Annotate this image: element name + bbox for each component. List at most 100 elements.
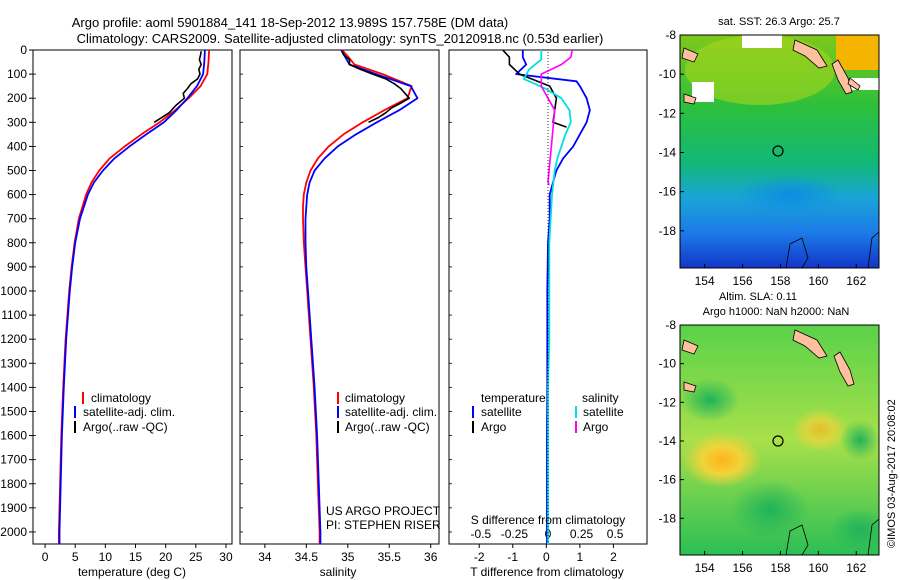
- sla-warm-anomaly: [792, 408, 848, 452]
- legend-label-t-satellite: satellite: [481, 405, 522, 419]
- legend-label-satellite-adj: satellite-adj. clim.: [83, 405, 175, 419]
- depth-tick-label: 1700: [0, 453, 27, 467]
- x-tick-label: 34.5: [295, 550, 319, 564]
- sla-green-anomaly: [730, 480, 810, 540]
- temperature-legend: climatology satellite-adj. clim. Argo(..…: [74, 391, 175, 434]
- coastline-island: [833, 351, 855, 387]
- sla-map-axes: 154 156 158 160 162 -8 -10 -12 -14 -16 -18: [659, 318, 867, 575]
- salinity-series: [302, 49, 419, 544]
- sla-green-anomaly: [830, 508, 879, 552]
- legend-label-t-argo: Argo: [481, 420, 507, 434]
- sla-map-title: Altim. SLA: 0.11: [719, 291, 797, 303]
- coastline-island: [847, 77, 861, 91]
- depth-tick-label: 400: [7, 139, 27, 153]
- depth-tick-label: 1900: [0, 501, 27, 515]
- legend-label-argo: Argo(..raw -QC): [345, 420, 430, 434]
- series-satellite-adj-clim-: [58, 49, 206, 544]
- lat-tick-label: -10: [659, 67, 677, 81]
- salinity-legend: climatology satellite-adj. clim. Argo(..…: [337, 391, 437, 434]
- depth-tick-label: 500: [7, 163, 27, 177]
- sla-map: [680, 325, 879, 555]
- sst-map-axes: 154 156 158 160 162 -8 -10 -12 -14 -16 -18: [659, 28, 867, 288]
- depth-tick-label: 300: [7, 115, 27, 129]
- lat-tick-label: -16: [659, 185, 677, 199]
- lat-tick-label: -14: [659, 434, 677, 448]
- depth-tick-label: 1200: [0, 332, 27, 346]
- depth-tick-label: 0: [20, 43, 27, 57]
- lon-tick-label: 158: [770, 561, 790, 575]
- depth-tick-label: 1500: [0, 404, 27, 418]
- lon-tick-label: 160: [808, 561, 828, 575]
- coastline-island: [681, 47, 699, 63]
- lon-tick-label: 158: [770, 274, 790, 288]
- lat-tick-label: -8: [665, 28, 676, 42]
- temperature-axis-label: temperature (deg C): [78, 565, 186, 579]
- sst-map-frame: [679, 34, 880, 269]
- coastline-island: [683, 381, 697, 393]
- sla-map-subtitle: Argo h1000: NaN h2000: NaN: [703, 306, 850, 318]
- lon-tick-label: 154: [695, 561, 715, 575]
- coastline-island: [792, 39, 828, 69]
- legend-label-climatology: climatology: [91, 391, 151, 405]
- legend-label-climatology: climatology: [345, 391, 405, 405]
- series-argo-raw-qc-: [341, 50, 411, 124]
- sla-map-frame: [679, 324, 880, 556]
- depth-tick-label: 900: [7, 260, 27, 274]
- s-diff-tick-label: 0.5: [607, 527, 624, 541]
- x-tick-label: 35: [341, 550, 355, 564]
- sst-cool-patch: [735, 175, 845, 215]
- coastline-island: [792, 329, 828, 359]
- sst-missing-data: [692, 82, 714, 102]
- s-difference-axis-label: S difference from climatology: [471, 513, 626, 527]
- series-climatology: [58, 49, 210, 544]
- depth-tick-label: 1600: [0, 429, 27, 443]
- depth-axis: 0 100 200 300 400 500 600 700 800 900 1000 1100 1200…: [0, 43, 452, 539]
- s-diff-tick-label: -0.5: [471, 527, 492, 541]
- reef-contour: [785, 524, 809, 555]
- series-satellite-adj-clim-: [304, 49, 419, 544]
- depth-tick-label: 1000: [0, 284, 27, 298]
- temperature-series: [58, 49, 210, 544]
- x-tick-label: -1: [507, 550, 518, 564]
- depth-tick-label: 100: [7, 67, 27, 81]
- x-tick-label: 25: [189, 550, 203, 564]
- x-tick-label: 15: [129, 550, 143, 564]
- depth-tick-label: 1400: [0, 380, 27, 394]
- reef-contour: [785, 237, 809, 268]
- difference-x-axis: -2 -1 0 1 2-0.5 -0.25 0 0.25 0.5: [471, 527, 624, 564]
- salinity-x-axis: 34 34.5 35 35.5 36: [258, 544, 438, 564]
- s-diff-tick-label: -0.25: [501, 527, 529, 541]
- x-tick-label: 30: [219, 550, 233, 564]
- lat-tick-label: -18: [659, 224, 677, 238]
- sst-map-title: sat. SST: 26.3 Argo: 25.7: [718, 16, 840, 28]
- x-tick-label: 36: [424, 550, 438, 564]
- reef-contour: [867, 518, 879, 555]
- sst-argo-marker: [772, 145, 784, 157]
- lat-tick-label: -12: [659, 395, 677, 409]
- lon-tick-label: 162: [846, 561, 866, 575]
- x-tick-label: 1: [577, 550, 584, 564]
- figure-title-line1: Argo profile: aoml 5901884_141 18-Sep-20…: [72, 15, 509, 30]
- lon-tick-label: 154: [695, 274, 715, 288]
- depth-tick-label: 700: [7, 212, 27, 226]
- lat-tick-label: -14: [659, 145, 677, 159]
- t-difference-axis-label: T difference from climatology: [470, 565, 624, 579]
- difference-legend: temperature salinity satellite Argo sate…: [472, 391, 624, 434]
- reef-contour: [867, 231, 879, 268]
- x-tick-label: 35.5: [378, 550, 402, 564]
- sst-warm-corner: [836, 35, 879, 70]
- coastline-island: [683, 93, 697, 105]
- x-tick-label: -2: [474, 550, 485, 564]
- depth-tick-label: 1300: [0, 356, 27, 370]
- s-diff-tick-label: 0.25: [570, 527, 594, 541]
- series-climatology: [302, 49, 413, 544]
- lat-tick-label: -8: [665, 318, 676, 332]
- depth-tick-label: 200: [7, 91, 27, 105]
- depth-tick-label: 2000: [0, 525, 27, 539]
- lon-tick-label: 156: [733, 561, 753, 575]
- depth-tick-label: 1800: [0, 477, 27, 491]
- x-tick-label: 2: [610, 550, 617, 564]
- lat-tick-label: -18: [659, 511, 677, 525]
- pi-label: PI: STEPHEN RISER: [326, 518, 441, 532]
